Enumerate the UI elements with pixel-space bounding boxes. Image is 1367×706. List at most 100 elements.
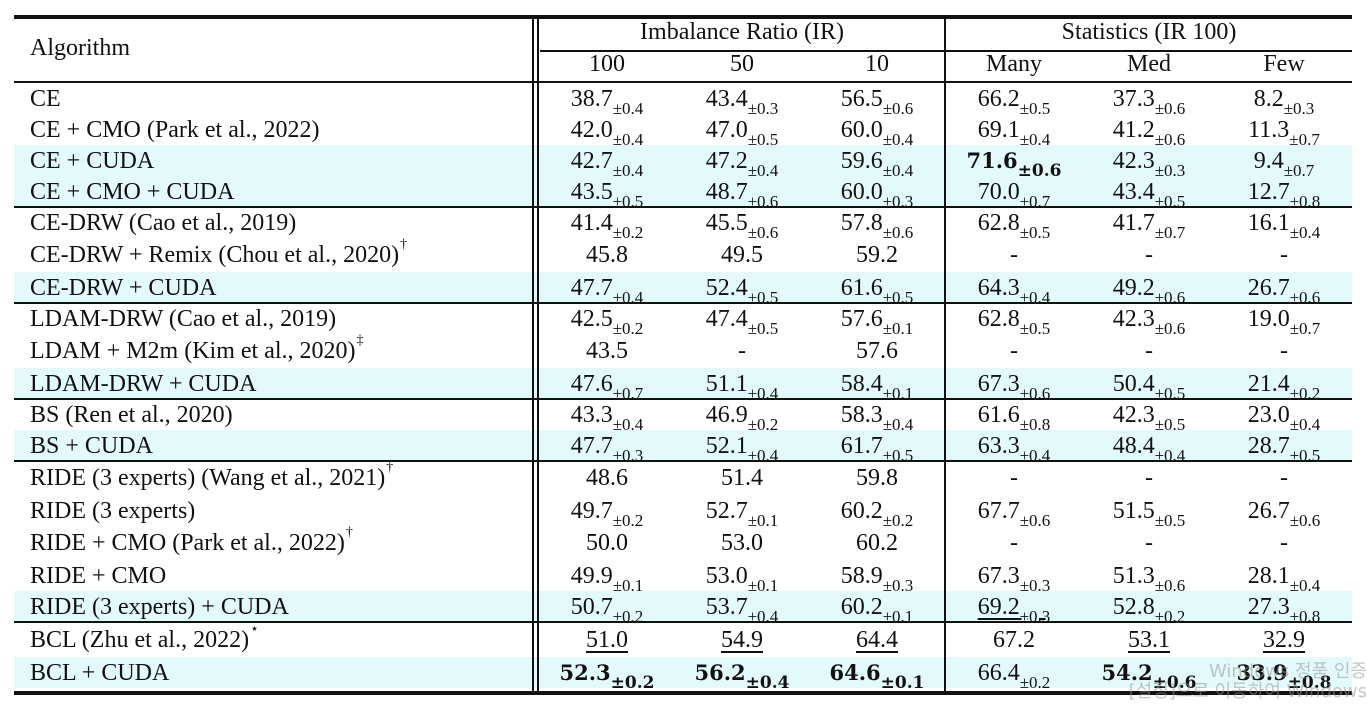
value-cell: 42.7±0.4 [542,145,672,179]
best-value: 52.3±0.2 [560,662,655,692]
mean-value: 23.0 [1247,401,1290,428]
std-subscript: ±0.7 [1283,160,1315,180]
value-cell: 61.7±0.5 [812,430,942,464]
mean-value: 43.5 [570,178,613,205]
value: 21.4±0.2 [1248,372,1321,402]
group-separator-vline [944,19,946,691]
algorithm-cell: RIDE + CMO (Park et al., 2022) † [30,526,353,560]
header-rule [14,81,1352,83]
value-cell: 56.5±0.6 [812,83,942,117]
value-cell: 51.5±0.5 [1084,495,1214,529]
value-cell: 67.7±0.6 [949,495,1079,529]
value: 62.8±0.5 [978,211,1051,241]
table-row-highlighted: CE-DRW + CUDA 47.7±0.4 52.4±0.5 61.6±0.5 64.… [14,272,1352,306]
mean-value: 51.4 [721,465,763,491]
mean-value: 57.6 [840,305,883,332]
column-header-few: Few [1263,51,1305,77]
second-best-value: 64.4 [856,628,898,652]
mean-value: 33.9 [1236,659,1288,685]
value: 57.6±0.1 [840,305,914,337]
table-row: RIDE + CMO (Park et al., 2022) † 50.0 53.0 6… [14,526,1352,560]
algorithm-cell: CE + CUDA [30,145,154,176]
mean-value: 16.1 [1247,209,1290,236]
table-row-highlighted: RIDE (3 experts) + CUDA 50.7±0.2 53.7±0.4 6… [14,591,1352,625]
value: - [1280,466,1288,490]
mean-value: 60.0 [840,116,883,143]
value-cell: 23.0±0.4 [1219,399,1349,433]
std-subscript: ±0.3 [1283,98,1315,118]
value: 26.7±0.6 [1248,276,1321,306]
value-cell: 45.5±0.6 [677,207,807,241]
table-row-highlighted: BCL + CUDA 52.3±0.2 56.2±0.4 64.6±0.1 66.4±0… [14,657,1352,692]
second-best-value: 69.2±0.3 [977,593,1051,625]
value: 41.2±0.6 [1113,118,1186,148]
std-subscript: ±0.5 [612,191,644,211]
std-subscript: ±0.5 [1154,191,1186,211]
value-cell: 52.7±0.1 [677,495,807,529]
algorithm-name: RIDE (3 experts) [30,497,196,524]
second-best-value: 54.9 [721,628,763,652]
mean-value: 43.4 [705,85,748,112]
value: - [1145,531,1153,555]
std-subscript: ±0.4 [612,414,644,434]
value-cell: 51.4 [677,461,807,495]
value-cell: 26.7±0.6 [1219,272,1349,306]
value-cell: 43.4±0.5 [1084,176,1214,210]
algorithm-name: CE-DRW (Cao et al., 2019) [30,209,297,236]
algorithm-name: RIDE (3 experts) (Wang et al., 2021) [30,465,386,491]
mean-value: 11.3 [1248,116,1290,143]
mean-value: 54.2 [1101,659,1153,685]
value-cell: 50.0 [542,526,672,560]
value-cell: 33.9±0.8 [1219,657,1349,692]
value-cell: 58.3±0.4 [812,399,942,433]
mean-value: 56.2 [694,659,746,685]
mean-value: 43.4 [1112,178,1155,205]
value-cell: 41.2±0.6 [1084,114,1214,148]
value: 58.3±0.4 [841,403,914,433]
std-subscript: ±0.4 [882,160,914,180]
mean-value: 38.7 [570,85,613,112]
value: 52.8±0.2 [1113,595,1186,625]
table-row: CE 38.7±0.4 43.4±0.3 56.5±0.6 66.2±0.5 37.3±0… [14,83,1352,117]
std-subscript: ±0.7 [1019,191,1051,211]
algorithm-cell: BS + CUDA [30,430,153,461]
value: 60.2±0.2 [841,499,914,529]
value: 60.2 [856,531,898,555]
value: - [1010,243,1018,267]
mean-value: 69.2 [977,593,1020,620]
value: 50.0 [586,531,628,555]
table-row: LDAM + M2m (Kim et al., 2020) ‡ 43.5 - 57.6 -… [14,334,1352,368]
value-cell: 28.7±0.5 [1219,430,1349,464]
row-highlight [14,176,1352,207]
std-subscript: ±0.1 [882,318,914,338]
value: 49.2±0.6 [1113,276,1186,306]
value-cell: 66.2±0.5 [949,83,1079,117]
value: - [1145,243,1153,267]
value: 38.7±0.4 [570,85,644,117]
std-subscript: ±0.2 [882,510,914,530]
mean-value: 57.6 [856,338,898,364]
value: 27.3±0.8 [1248,595,1321,625]
watermark-line-1: Windows 정품 인증 [1208,661,1367,683]
value-cell: 47.2±0.4 [677,145,807,179]
value: 53.7±0.4 [706,595,779,625]
mean-value: 42.3 [1112,305,1155,332]
value: 23.0±0.4 [1247,401,1321,433]
value: 48.4±0.4 [1113,434,1186,464]
value: 16.1±0.4 [1247,209,1321,241]
value-cell: 47.6±0.7 [542,368,672,402]
value-cell: 47.4±0.5 [677,303,807,337]
row-highlight [14,368,1352,399]
mean-value: 51.3 [1112,562,1155,589]
value: 19.0±0.7 [1248,307,1321,337]
std-subscript: ±0.4 [747,383,779,403]
value: 47.7±0.4 [571,276,644,306]
value: - [738,339,746,363]
algorithm-name: LDAM-DRW + CUDA [30,370,257,397]
algorithm-name: RIDE + CMO [30,562,167,589]
std-subscript: ±0.4 [1154,445,1186,465]
value: 52.1±0.4 [706,434,779,464]
std-subscript: ±0.4 [612,129,644,149]
mean-value: 59.6 [840,147,883,174]
mean-value: 47.4 [705,305,748,332]
